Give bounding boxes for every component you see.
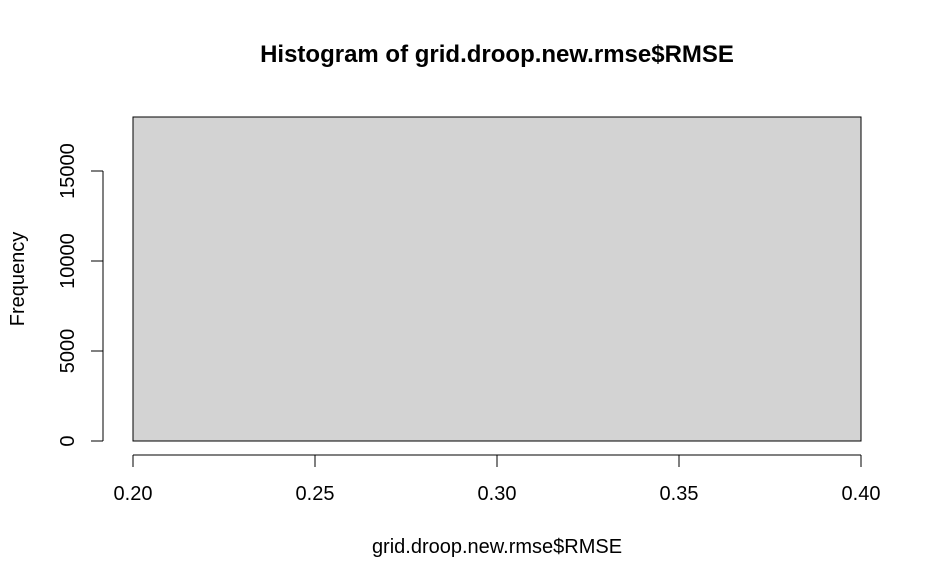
x-axis: 0.20 0.25 0.30 0.35 0.40 (114, 454, 881, 505)
chart-title: Histogram of grid.droop.new.rmse$RMSE (260, 41, 734, 68)
histogram-bar (132, 116, 862, 442)
y-tick-label: 15000 (57, 143, 79, 199)
x-tick-label: 0.30 (478, 483, 517, 505)
bars-group (132, 116, 862, 442)
y-tick-label: 0 (57, 435, 79, 446)
y-ticks: 0 5000 10000 15000 (57, 143, 103, 447)
x-axis-label: grid.droop.new.rmse$RMSE (372, 536, 622, 558)
x-tick-label: 0.40 (842, 483, 881, 505)
y-tick-label: 10000 (57, 233, 79, 289)
x-ticks: 0.20 0.25 0.30 0.35 0.40 (114, 455, 881, 505)
y-axis: 0 5000 10000 15000 (57, 143, 104, 447)
y-tick-label: 5000 (57, 329, 79, 374)
y-axis-label: Frequency (7, 232, 29, 327)
x-tick-label: 0.20 (114, 483, 153, 505)
x-tick-label: 0.35 (660, 483, 699, 505)
x-tick-label: 0.25 (296, 483, 335, 505)
